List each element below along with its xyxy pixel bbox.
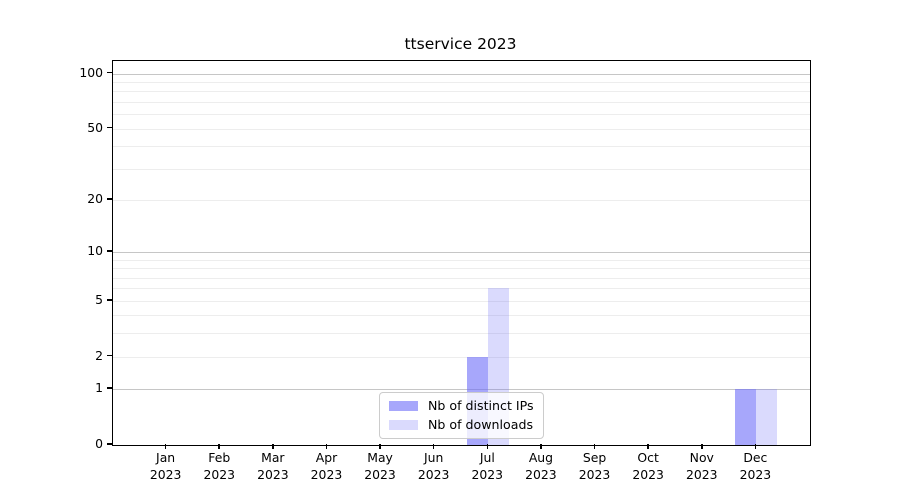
- legend-swatch-ips: [389, 400, 418, 411]
- x-tick-label: Jul 2023: [455, 450, 519, 483]
- x-tick-label: Nov 2023: [670, 450, 734, 483]
- x-tick-label: Sep 2023: [563, 450, 627, 483]
- minor-gridline: [113, 300, 810, 302]
- x-tick-label-month: Jul: [479, 450, 495, 465]
- x-tick-label-year: 2023: [685, 466, 718, 482]
- x-tick-label: Mar 2023: [241, 450, 305, 483]
- x-tick-label-year: 2023: [525, 466, 557, 482]
- minor-gridline: [113, 288, 810, 290]
- y-tick-label: 2: [95, 347, 103, 363]
- x-tick-label: Apr 2023: [294, 450, 358, 483]
- x-tick-label-month: Mar: [261, 450, 285, 465]
- x-tick-label-year: 2023: [364, 466, 396, 482]
- x-axis-tick: [379, 444, 381, 449]
- x-axis-tick: [754, 444, 757, 449]
- x-tick-label-year: 2023: [471, 466, 504, 482]
- y-axis-tick: [107, 126, 112, 129]
- minor-gridline: [113, 101, 810, 103]
- minor-gridline: [113, 315, 810, 317]
- legend: Nb of distinct IPs Nb of downloads: [379, 392, 544, 439]
- major-gridline: [113, 251, 810, 253]
- chart-title: ttservice 2023: [404, 35, 517, 53]
- y-axis-tick: [107, 354, 112, 357]
- minor-gridline: [113, 259, 810, 261]
- x-axis-tick: [218, 444, 220, 449]
- legend-label: Nb of distinct IPs: [428, 398, 534, 413]
- bar-dec-ips: [735, 389, 757, 445]
- y-tick-label: 50: [87, 119, 103, 135]
- x-axis-tick: [325, 444, 328, 449]
- x-tick-label: Jun 2023: [402, 450, 466, 483]
- x-tick-label-month: Nov: [689, 450, 714, 465]
- y-tick-label: 20: [87, 190, 103, 206]
- bar-dec-downloads: [756, 389, 778, 445]
- major-gridline: [113, 73, 810, 75]
- x-tick-label: Feb 2023: [187, 450, 251, 483]
- minor-gridline: [113, 81, 810, 83]
- x-axis-tick: [540, 444, 542, 449]
- x-axis-tick: [272, 444, 274, 449]
- legend-item: Nb of distinct IPs: [389, 398, 534, 413]
- legend-item: Nb of downloads: [389, 417, 534, 432]
- y-tick-label: 100: [79, 64, 103, 80]
- minor-gridline: [113, 114, 810, 116]
- x-tick-label: Aug 2023: [509, 450, 573, 483]
- x-axis-tick: [486, 444, 489, 449]
- x-tick-label-year: 2023: [149, 466, 182, 482]
- x-tick-label-month: Jan: [156, 450, 176, 465]
- x-axis-tick: [701, 444, 703, 449]
- x-axis-tick: [647, 444, 649, 449]
- x-axis-tick: [593, 444, 596, 449]
- y-axis-tick: [107, 198, 112, 200]
- x-tick-label-month: Aug: [528, 450, 554, 465]
- minor-gridline: [113, 356, 810, 358]
- x-tick-label-year: 2023: [417, 466, 450, 482]
- x-tick-label-month: Jun: [424, 450, 444, 465]
- x-tick-label: Oct 2023: [616, 450, 680, 483]
- x-tick-label: Jan 2023: [134, 450, 198, 483]
- x-tick-label-year: 2023: [203, 466, 235, 482]
- x-tick-label: May 2023: [348, 450, 412, 483]
- minor-gridline: [113, 91, 810, 93]
- minor-gridline: [113, 128, 810, 130]
- legend-swatch-downloads: [389, 419, 418, 430]
- x-tick-label-month: May: [367, 450, 393, 465]
- minor-gridline: [113, 277, 810, 279]
- major-gridline: [113, 389, 810, 391]
- y-axis-tick: [107, 443, 112, 445]
- x-tick-label-month: Sep: [582, 450, 607, 465]
- x-tick-label-year: 2023: [632, 466, 664, 482]
- x-axis-tick: [164, 444, 167, 449]
- x-tick-label: Dec 2023: [723, 450, 787, 483]
- minor-gridline: [113, 146, 810, 148]
- y-tick-label: 0: [95, 436, 103, 451]
- x-tick-label-year: 2023: [310, 466, 343, 482]
- x-tick-label-year: 2023: [578, 466, 611, 482]
- x-tick-label-month: Dec: [743, 450, 768, 465]
- x-tick-label-year: 2023: [257, 466, 289, 482]
- y-tick-label: 10: [87, 242, 103, 258]
- plot-area: [112, 60, 811, 446]
- minor-gridline: [113, 199, 810, 201]
- x-axis-tick: [432, 444, 435, 449]
- y-axis-tick: [107, 250, 112, 252]
- x-tick-label-month: Feb: [208, 450, 231, 465]
- minor-gridline: [113, 333, 810, 335]
- minor-gridline: [113, 268, 810, 270]
- minor-gridline: [113, 168, 810, 170]
- y-tick-label: 1: [95, 380, 103, 396]
- x-tick-label-year: 2023: [739, 466, 772, 482]
- y-tick-label: 5: [95, 291, 103, 307]
- x-tick-label-month: Apr: [315, 450, 338, 465]
- y-axis-tick: [107, 71, 112, 74]
- x-tick-label-month: Oct: [637, 450, 659, 465]
- legend-label: Nb of downloads: [428, 417, 534, 432]
- y-axis-tick: [107, 299, 112, 301]
- y-axis-tick: [107, 387, 112, 389]
